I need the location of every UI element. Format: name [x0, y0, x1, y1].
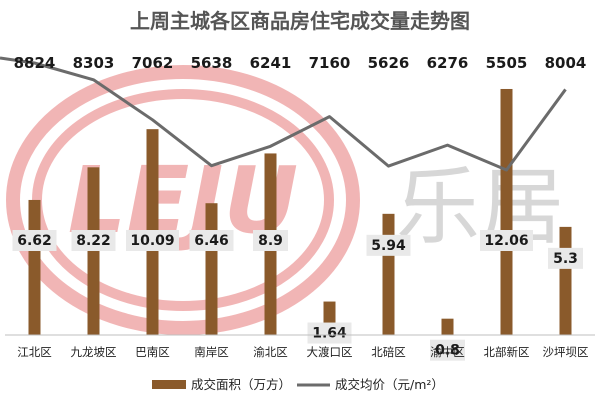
price-label-9: 5505 — [486, 54, 528, 72]
area-label-3: 10.09 — [130, 233, 174, 249]
bar-9 — [500, 88, 513, 335]
area-label-2: 8.22 — [76, 233, 111, 249]
bar-4 — [205, 203, 218, 335]
price-label-5: 6241 — [250, 54, 292, 72]
bar-2 — [87, 167, 100, 335]
area-label-bg-3 — [126, 230, 179, 251]
area-label-bg-5 — [253, 230, 288, 251]
area-label-bg-8 — [430, 339, 465, 361]
area-label-bg-6 — [307, 322, 352, 344]
area-label-bg-9 — [480, 230, 533, 251]
area-label-1: 6.62 — [17, 233, 52, 249]
chart-title: 上周主城各区商品房住宅成交量走势图 — [130, 9, 470, 33]
price-label-6: 7160 — [309, 54, 351, 72]
area-label-bg-1 — [12, 230, 57, 251]
price-label-2: 8303 — [73, 54, 115, 72]
category-label-3: 巴南区 — [135, 345, 170, 359]
area-label-8: 0.8 — [435, 343, 460, 359]
bar-1 — [28, 199, 41, 335]
category-labels: 江北区 九龙坡区 巴南区 南岸区 渝北区 大渡口区 北碚区 渝中区 北部新区 沙坪坝区 — [17, 345, 588, 359]
area-label-bg-10 — [548, 247, 583, 269]
category-label-5: 渝北区 — [253, 345, 288, 359]
bar-10 — [559, 226, 572, 335]
area-label-bg-2 — [71, 230, 116, 251]
area-label-bg-4 — [189, 230, 234, 251]
legend-bar-swatch — [152, 380, 186, 389]
labels-layer: 8824 8303 7062 5638 6241 7160 5626 6276 5505 8004… — [12, 54, 587, 361]
area-label-6: 1.64 — [312, 326, 347, 342]
legend: 成交面积（万方） 成交均价（元/m²） — [152, 377, 444, 392]
bar-7 — [382, 213, 395, 335]
price-label-1: 8824 — [14, 54, 56, 72]
price-line — [0, 56, 567, 172]
price-label-7: 5626 — [368, 54, 410, 72]
price-label-10: 8004 — [545, 54, 587, 72]
category-label-7: 北碚区 — [371, 345, 406, 359]
category-label-4: 南岸区 — [194, 345, 229, 359]
legend-line-label: 成交均价（元/m²） — [335, 377, 444, 392]
area-label-4: 6.46 — [194, 233, 229, 249]
category-label-2: 九龙坡区 — [71, 345, 117, 359]
watermark-ring-outer — [6, 65, 360, 335]
category-label-6: 大渡口区 — [307, 345, 353, 359]
area-label-9: 12.06 — [484, 233, 528, 249]
price-label-4: 5638 — [191, 54, 233, 72]
category-label-10: 沙坪坝区 — [543, 345, 589, 359]
price-label-8: 6276 — [427, 54, 469, 72]
legend-bar-label: 成交面积（万方） — [191, 377, 291, 392]
line-layer — [0, 56, 567, 172]
category-label-9: 北部新区 — [484, 345, 530, 359]
bar-8 — [441, 318, 454, 335]
price-label-3: 7062 — [132, 54, 174, 72]
area-label-bg-7 — [366, 234, 411, 256]
category-label-8: 渝中区 — [430, 345, 465, 359]
area-label-7: 5.94 — [371, 238, 406, 254]
area-label-10: 5.3 — [553, 251, 578, 267]
category-label-1: 江北区 — [17, 345, 52, 359]
area-label-5: 8.9 — [258, 233, 283, 249]
